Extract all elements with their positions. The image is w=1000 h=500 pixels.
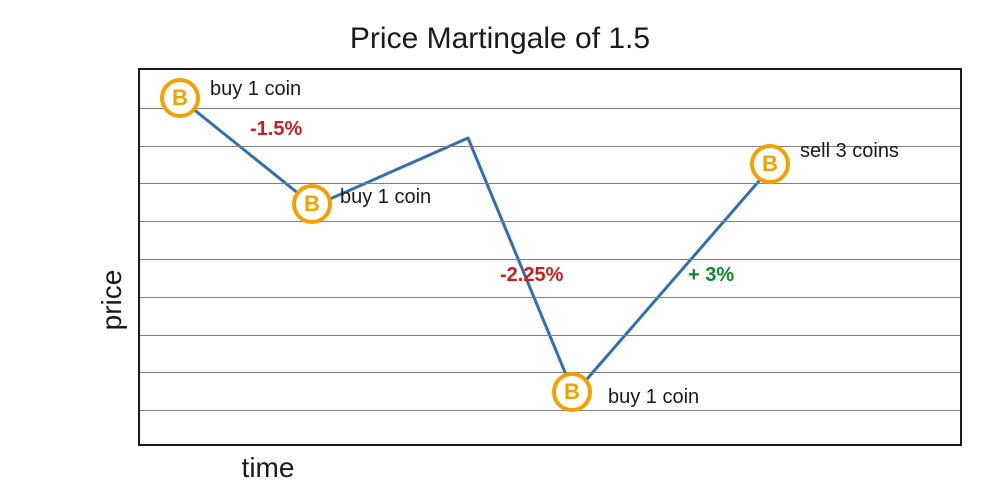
trade-annotation: buy 1 coin: [340, 186, 431, 209]
gridline: [140, 372, 960, 373]
coin-marker: B: [160, 78, 200, 118]
pct-label: -1.5%: [250, 118, 302, 141]
gridline: [140, 410, 960, 411]
price-line: [182, 100, 772, 394]
trade-annotation: buy 1 coin: [210, 78, 301, 101]
chart-stage: Price Martingale of 1.5 price time B B B Bb…: [0, 0, 1000, 500]
y-axis-label: price: [96, 270, 128, 331]
coin-marker: B: [292, 184, 332, 224]
pct-label: -2.25%: [500, 264, 563, 287]
trade-annotation: buy 1 coin: [608, 386, 699, 409]
trade-annotation: sell 3 coins: [800, 140, 899, 163]
coin-marker: B: [750, 144, 790, 184]
chart-title: Price Martingale of 1.5: [0, 22, 1000, 56]
coin-marker: B: [552, 372, 592, 412]
gridline: [140, 108, 960, 109]
gridline: [140, 221, 960, 222]
gridline: [140, 183, 960, 184]
gridline: [140, 335, 960, 336]
gridline: [140, 259, 960, 260]
pct-label: + 3%: [688, 264, 734, 287]
gridline: [140, 297, 960, 298]
x-axis-label: time: [242, 452, 295, 484]
